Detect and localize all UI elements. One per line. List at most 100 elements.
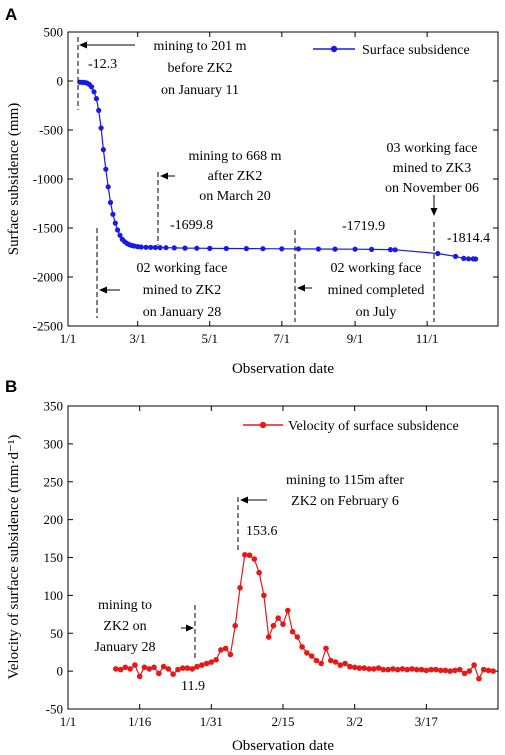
data-point [103, 166, 109, 172]
y-axis-a: 500 0 -500 -1000 -1500 -2000 -2500 [33, 25, 498, 334]
y-tick-label: 350 [44, 399, 64, 414]
series-line [115, 554, 494, 681]
data-point [89, 84, 95, 90]
data-point [213, 657, 219, 663]
x-tick-label: 1/16 [128, 714, 152, 729]
x-tick-label: 1/1 [60, 331, 77, 346]
data-point [152, 244, 158, 251]
data-point [452, 667, 458, 674]
data-point [313, 657, 320, 664]
data-point [194, 663, 200, 670]
data-point [182, 245, 188, 251]
data-point [279, 246, 285, 252]
data-point [165, 666, 172, 672]
data-point [275, 615, 282, 621]
data-point [473, 256, 479, 262]
data-point [323, 645, 329, 652]
series-velocity [113, 552, 497, 682]
y-tick-label: -50 [46, 702, 63, 717]
data-point [157, 245, 163, 251]
data-point [112, 220, 118, 226]
legend-label-a: Surface subsidence [362, 43, 470, 58]
data-point [256, 569, 262, 576]
x-tick-label: 1/31 [200, 714, 223, 729]
data-point [105, 184, 111, 190]
data-point [160, 663, 167, 670]
legend-marker-b [259, 421, 267, 429]
annotation-text: on July [356, 305, 397, 320]
data-point [294, 634, 301, 640]
data-point [371, 666, 377, 672]
annotation-text: mined completed [328, 283, 425, 298]
data-point [476, 675, 482, 682]
data-point [179, 665, 186, 671]
annotation-text: 02 working face [137, 261, 228, 276]
data-point [299, 644, 305, 650]
data-point [387, 247, 394, 253]
data-point [132, 662, 138, 668]
data-point [96, 107, 102, 113]
data-point [98, 125, 104, 131]
plot-frame-b [67, 405, 499, 710]
data-point [332, 659, 339, 665]
data-point [352, 246, 358, 252]
x-tick-label: 11/1 [416, 331, 439, 346]
annotation-text: after ZK2 [208, 169, 263, 184]
data-point [243, 246, 249, 252]
data-point [148, 244, 154, 250]
data-point [442, 667, 449, 674]
annotation-b-feb6: mining to 115m after ZK2 on February 6 1… [237, 473, 404, 553]
data-point [337, 662, 344, 668]
legend-a: Surface subsidence [313, 43, 470, 58]
data-point [485, 667, 492, 674]
data-point [222, 645, 229, 652]
y-tick-label: -2000 [33, 270, 63, 285]
data-point [127, 666, 133, 672]
y-tick-label: -1500 [33, 221, 63, 236]
data-point [447, 668, 454, 674]
data-point [100, 147, 106, 153]
x-tick-label: 9/1 [347, 331, 364, 346]
data-point [110, 211, 116, 217]
data-point [146, 666, 152, 672]
legend-marker-a [330, 45, 338, 53]
annotation-text: on November 06 [385, 181, 479, 196]
annotation-text: January 28 [94, 640, 155, 655]
data-point [170, 671, 176, 677]
data-point [361, 665, 368, 671]
panel-a: A 500 0 -500 -1000 -1500 -2000 -2500 1/1 3/1 5/1… [5, 5, 499, 377]
y-axis-title-a: Surface subsidence (mm) [6, 103, 22, 255]
data-point [369, 246, 375, 252]
data-point [136, 673, 143, 680]
data-point [428, 666, 434, 673]
annotation-text: mined to ZK2 [143, 283, 222, 298]
data-point [143, 244, 149, 250]
data-label: 153.6 [246, 524, 278, 539]
annotation-text: 03 working face [387, 141, 478, 156]
data-point [218, 647, 224, 653]
x-axis-title-b: Observation date [232, 738, 334, 754]
data-point [457, 666, 463, 673]
data-point [246, 552, 253, 558]
y-tick-label: 500 [44, 25, 64, 40]
data-point [237, 585, 243, 591]
data-label: -1719.9 [342, 219, 385, 234]
data-point [163, 245, 169, 251]
data-point [107, 199, 114, 206]
data-point [347, 663, 353, 670]
data-point [342, 660, 348, 667]
y-axis-b: 350 300 250 200 150 100 50 0 -50 [44, 399, 498, 717]
data-point [385, 666, 391, 673]
data-point [207, 245, 213, 251]
x-tick-label: 2/15 [271, 714, 294, 729]
panel-letter-a: A [5, 5, 17, 24]
data-point [251, 556, 258, 562]
data-point [261, 592, 267, 599]
data-point [289, 628, 296, 635]
annotation-jan11: mining to 201 m before ZK2 on January 11… [77, 37, 247, 110]
series-surface-subsidence [77, 79, 479, 262]
y-tick-label: -500 [39, 123, 63, 138]
data-point [115, 227, 121, 233]
y-tick-label: 50 [50, 626, 63, 641]
